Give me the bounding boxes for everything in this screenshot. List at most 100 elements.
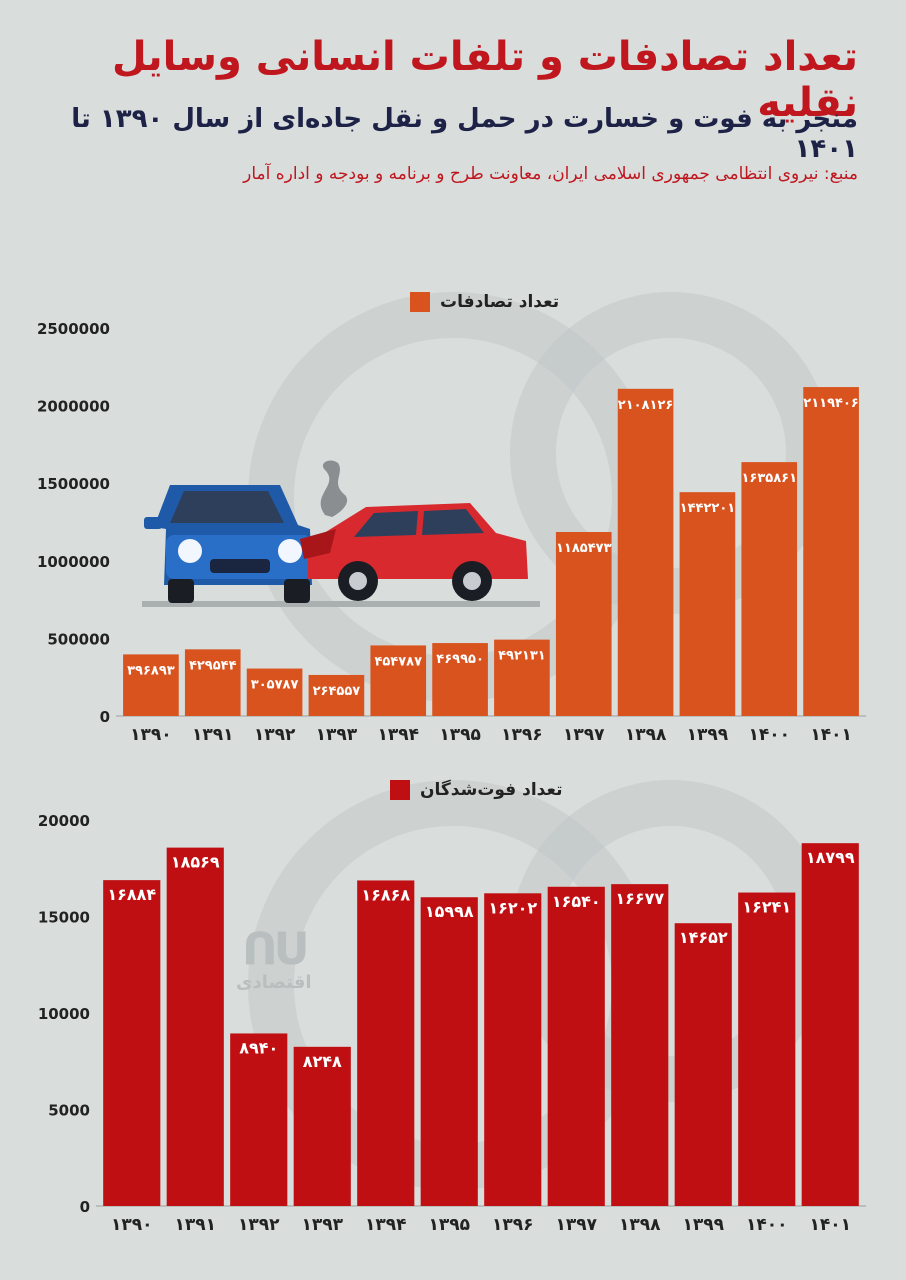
accidents-bar-value-label: ۱۱۸۵۴۷۳ bbox=[556, 541, 612, 556]
accidents-bar bbox=[370, 645, 427, 716]
accidents-x-category-label: ۱۳۹۵ bbox=[439, 725, 481, 745]
deaths-x-category-label: ۱۴۰۱ bbox=[809, 1215, 851, 1235]
accidents-x-category-label: ۱۴۰۱ bbox=[810, 725, 852, 745]
deaths-bar-value-label: ۱۶۶۷۷ bbox=[615, 889, 664, 908]
deaths-bar bbox=[484, 893, 542, 1206]
deaths-y-tick-label: 0 bbox=[80, 1198, 90, 1216]
brand-logo: ᑎᑌ اقتصادی bbox=[236, 924, 312, 994]
page-title: تعداد تصادفات و تلفات انسانی وسایل نقلیه bbox=[111, 34, 858, 126]
page-subtitle: منجر به فوت و خسارت در حمل و نقل جاده‌ای… bbox=[71, 104, 858, 164]
deaths-bar-value-label: ۱۴۶۵۲ bbox=[679, 928, 728, 947]
deaths-bar bbox=[738, 892, 796, 1206]
deaths-legend-swatch bbox=[390, 780, 410, 800]
deaths-x-category-label: ۱۳۹۷ bbox=[555, 1215, 597, 1235]
accidents-x-category-label: ۱۳۹۷ bbox=[563, 725, 605, 745]
deaths-bar-value-label: ۱۶۲۴۱ bbox=[742, 898, 791, 917]
accidents-bar bbox=[555, 532, 612, 716]
deaths-chart: 0 5000 10000 15000 20000 ۱۶۸۸۴ ۱۳۹۰ ۱۸۵۶۹ ۱۳۹۱ ۸۹… bbox=[38, 812, 866, 1235]
accidents-bar-value-label: ۲۶۴۵۵۷ bbox=[313, 684, 361, 699]
accidents-bar-value-label: ۴۵۴۷۸۷ bbox=[374, 654, 422, 669]
deaths-y-tick-label: 10000 bbox=[38, 1005, 90, 1023]
deaths-bar-value-label: ۱۶۸۶۸ bbox=[361, 885, 410, 904]
deaths-bar bbox=[293, 1046, 351, 1206]
logo-mark-icon: ᑎᑌ bbox=[242, 924, 309, 975]
deaths-bar-value-label: ۱۶۸۸۴ bbox=[107, 885, 156, 904]
accidents-x-category-label: ۱۳۹۰ bbox=[130, 725, 172, 745]
deaths-legend-label: تعداد فوت‌شدگان bbox=[420, 780, 563, 800]
accidents-bar-value-label: ۳۹۶۸۹۳ bbox=[127, 663, 175, 678]
accidents-bar-value-label: ۱۶۳۵۸۶۱ bbox=[741, 471, 797, 486]
deaths-bar-value-label: ۱۶۲۰۲ bbox=[488, 898, 537, 917]
deaths-x-category-label: ۱۳۹۲ bbox=[238, 1215, 280, 1235]
accidents-y-tick-label: 0 bbox=[100, 708, 110, 726]
deaths-x-category-label: ۱۳۹۰ bbox=[111, 1215, 153, 1235]
accidents-bar bbox=[679, 492, 736, 716]
accidents-x-category-label: ۱۳۹۱ bbox=[192, 725, 234, 745]
accidents-x-category-label: ۱۳۹۳ bbox=[316, 725, 358, 745]
accidents-bar bbox=[617, 388, 674, 716]
accidents-bar-value-label: ۲۱۱۹۴۰۶ bbox=[803, 396, 859, 411]
deaths-bar-value-label: ۱۸۷۹۹ bbox=[806, 848, 855, 867]
accidents-bar bbox=[432, 643, 488, 716]
deaths-bar-value-label: ۸۲۴۸ bbox=[303, 1052, 342, 1071]
red-car-icon bbox=[300, 503, 528, 601]
smoke-icon bbox=[320, 460, 348, 517]
accidents-bar-value-label: ۳۰۵۷۸۷ bbox=[251, 678, 299, 693]
deaths-y-tick-label: 20000 bbox=[38, 812, 90, 830]
accidents-y-tick-label: 2500000 bbox=[37, 320, 110, 338]
accidents-y-tick-label: 2000000 bbox=[37, 398, 110, 416]
accidents-legend-swatch bbox=[410, 292, 430, 312]
accidents-x-category-label: ۱۳۹۶ bbox=[501, 725, 543, 745]
deaths-x-category-label: ۱۳۹۹ bbox=[682, 1215, 724, 1235]
accidents-bar bbox=[741, 462, 798, 716]
accidents-x-category-label: ۱۴۰۰ bbox=[748, 725, 790, 745]
accidents-bar bbox=[123, 654, 179, 716]
deaths-x-category-label: ۱۳۹۶ bbox=[492, 1215, 534, 1235]
logo-text: اقتصادی bbox=[236, 972, 312, 993]
deaths-x-category-label: ۱۳۹۱ bbox=[174, 1215, 216, 1235]
deaths-bar bbox=[166, 847, 224, 1206]
deaths-bar bbox=[420, 897, 478, 1206]
accidents-bar-value-label: ۱۴۴۲۲۰۱ bbox=[680, 501, 736, 516]
deaths-y-tick-label: 5000 bbox=[48, 1102, 90, 1120]
deaths-bar-value-label: ۱۸۵۶۹ bbox=[171, 853, 220, 872]
deaths-bar bbox=[357, 880, 415, 1206]
deaths-bar bbox=[230, 1033, 288, 1206]
deaths-x-category-label: ۱۳۹۸ bbox=[619, 1215, 661, 1235]
accidents-legend: تعداد تصادفات bbox=[410, 292, 559, 312]
accidents-y-tick-label: 1500000 bbox=[37, 475, 110, 493]
accidents-x-category-label: ۱۳۹۹ bbox=[687, 725, 729, 745]
deaths-bar-value-label: ۸۹۴۰ bbox=[239, 1038, 278, 1057]
deaths-x-category-label: ۱۳۹۳ bbox=[301, 1215, 343, 1235]
car-crash-illustration bbox=[142, 460, 540, 607]
deaths-bar bbox=[801, 843, 859, 1206]
deaths-bar-value-label: ۱۶۵۴۰ bbox=[552, 892, 601, 911]
deaths-bar bbox=[674, 923, 732, 1206]
deaths-legend: تعداد فوت‌شدگان bbox=[390, 780, 562, 800]
accidents-bar-value-label: ۴۲۹۵۴۴ bbox=[189, 658, 237, 673]
accidents-bar bbox=[184, 649, 241, 716]
accidents-bar-value-label: ۴۹۲۱۳۱ bbox=[498, 649, 546, 664]
accidents-x-category-label: ۱۳۹۲ bbox=[254, 725, 296, 745]
deaths-bar bbox=[103, 880, 161, 1206]
accidents-x-category-label: ۱۳۹۴ bbox=[377, 725, 419, 745]
road-line bbox=[142, 601, 540, 607]
accidents-y-tick-label: 1000000 bbox=[37, 553, 110, 571]
accidents-bar bbox=[494, 639, 550, 716]
deaths-bar-value-label: ۱۵۹۹۸ bbox=[425, 902, 474, 921]
deaths-x-category-label: ۱۳۹۵ bbox=[428, 1215, 470, 1235]
deaths-bar bbox=[547, 886, 605, 1206]
accidents-bar bbox=[246, 668, 303, 716]
accidents-legend-label: تعداد تصادفات bbox=[440, 292, 560, 312]
accidents-bar-value-label: ۴۶۹۹۵۰ bbox=[436, 652, 484, 667]
deaths-x-category-label: ۱۴۰۰ bbox=[746, 1215, 788, 1235]
accidents-chart: 0 500000 1000000 1500000 2000000 2500000 ۳۹۶۸۹… bbox=[37, 320, 866, 745]
accidents-y-tick-label: 500000 bbox=[47, 630, 110, 648]
deaths-bar bbox=[611, 884, 669, 1206]
deaths-y-tick-label: 15000 bbox=[38, 909, 90, 927]
source-note: منبع: نیروی انتظامی جمهوری اسلامی ایران،… bbox=[243, 164, 858, 184]
accidents-x-category-label: ۱۳۹۸ bbox=[625, 725, 667, 745]
deaths-x-category-label: ۱۳۹۴ bbox=[365, 1215, 407, 1235]
accidents-bar bbox=[803, 387, 859, 716]
blue-car-icon bbox=[144, 485, 312, 603]
